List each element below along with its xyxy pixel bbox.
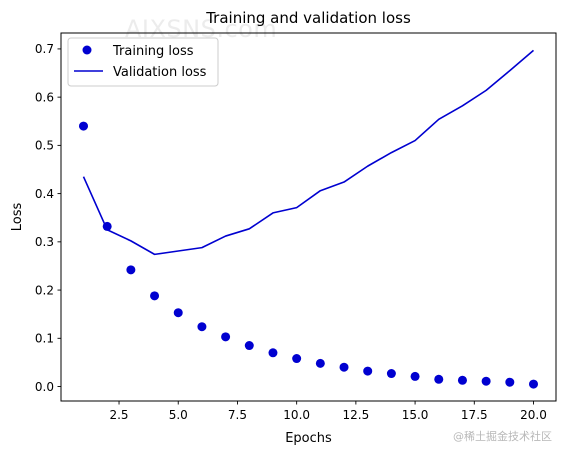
x-tick-label: 17.5 — [461, 408, 488, 422]
y-tick-label: 0.0 — [35, 380, 54, 394]
y-tick-label: 0.2 — [35, 283, 54, 297]
training-loss-point — [529, 379, 538, 389]
training-loss-point — [197, 322, 207, 332]
training-loss-point — [363, 366, 373, 376]
legend-training-label: Training loss — [112, 44, 194, 59]
validation-loss-line — [82, 49, 535, 256]
y-tick-label: 0.5 — [35, 139, 54, 153]
training-loss-point — [339, 362, 349, 372]
training-loss-point — [315, 358, 325, 368]
legend-training-marker-icon — [82, 45, 92, 55]
x-tick-label: 15.0 — [402, 408, 429, 422]
x-tick-label: 12.5 — [343, 408, 370, 422]
legend-box — [67, 37, 219, 87]
plot-area — [79, 49, 538, 389]
x-tick-label: 20.0 — [520, 408, 547, 422]
training-loss-point — [173, 308, 183, 318]
plot-frame — [60, 32, 557, 402]
legend: Training loss Validation loss — [67, 37, 219, 87]
y-tick-label: 0.7 — [35, 42, 54, 56]
training-loss-point — [102, 221, 112, 231]
y-axis-label: Loss — [10, 203, 25, 232]
chart-title: Training and validation loss — [205, 9, 411, 27]
training-loss-point — [150, 291, 160, 301]
watermark-bottom: @稀土掘金技术社区 — [453, 429, 552, 443]
x-tick-label: 5.0 — [169, 408, 188, 422]
x-axis: 2.5 5.0 7.5 10.0 12.5 15.0 17.5 20.0 — [109, 401, 547, 422]
training-loss-point — [386, 369, 396, 379]
training-loss-point — [79, 121, 88, 131]
x-tick-label: 2.5 — [109, 408, 128, 422]
training-loss-point — [126, 265, 136, 275]
training-loss-point — [434, 374, 444, 384]
training-loss-point — [268, 348, 278, 358]
y-tick-label: 0.3 — [35, 235, 54, 249]
training-loss-point — [505, 377, 515, 387]
x-tick-label: 7.5 — [228, 408, 247, 422]
y-tick-label: 0.1 — [35, 332, 54, 346]
training-loss-point — [244, 341, 254, 351]
x-tick-label: 10.0 — [283, 408, 310, 422]
training-loss-point — [221, 332, 231, 342]
training-loss-point — [457, 375, 467, 385]
legend-validation-label: Validation loss — [113, 65, 207, 80]
training-loss-point — [410, 371, 420, 381]
y-tick-label: 0.6 — [35, 90, 54, 104]
y-axis: 0.0 0.1 0.2 0.3 0.4 0.5 0.6 0.7 — [35, 42, 61, 394]
training-loss-point — [481, 376, 491, 386]
training-loss-point — [292, 354, 302, 364]
x-axis-label: Epochs — [285, 431, 332, 446]
y-tick-label: 0.4 — [35, 187, 54, 201]
